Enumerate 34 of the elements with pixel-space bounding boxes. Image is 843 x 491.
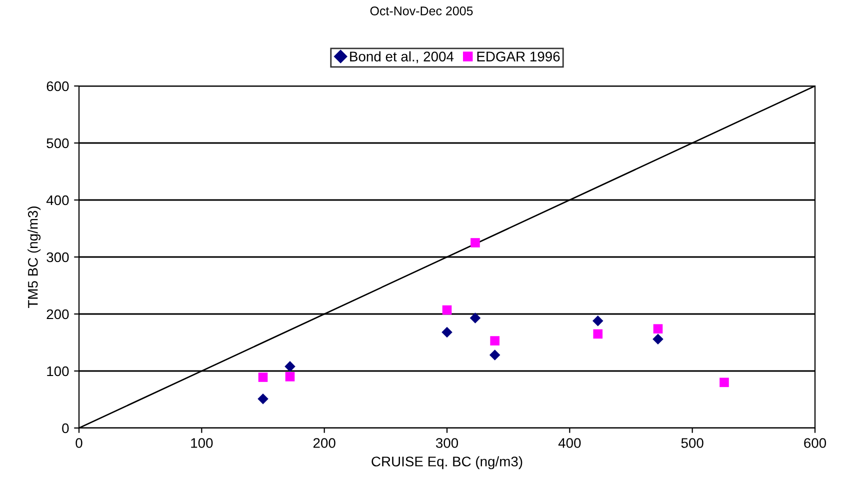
- point: [470, 312, 481, 324]
- point: [592, 315, 604, 326]
- point: [442, 326, 452, 338]
- point: [285, 372, 295, 382]
- y-axis-title: TM5 BC (ng/m3): [28, 206, 41, 308]
- point: [593, 329, 603, 339]
- point: [258, 372, 268, 382]
- point: [284, 361, 296, 372]
- y-tick-label: 300: [46, 252, 69, 262]
- y-tick-label: 600: [46, 81, 69, 92]
- x-tick-label: 300: [436, 438, 458, 448]
- point: [489, 350, 500, 360]
- chart-title: Oct-Nov-Dec 2005: [370, 6, 473, 16]
- x-tick-label: 500: [681, 438, 704, 448]
- x-tick-label: 200: [313, 438, 336, 448]
- y-tick-label: 200: [46, 309, 69, 320]
- legend-label: Bond et al., 2004: [350, 51, 454, 64]
- point: [653, 324, 663, 334]
- point: [470, 238, 480, 248]
- legend-label: EDGAR 1996: [477, 52, 560, 62]
- x-tick-label: 600: [804, 438, 826, 448]
- point: [652, 334, 664, 344]
- y-tick-label: 100: [47, 366, 69, 376]
- y-tick-label: 400: [46, 195, 69, 206]
- point: [442, 305, 452, 315]
- x-tick-label: 0: [76, 438, 82, 448]
- x-axis-title: CRUISE Eq. BC (ng/m3): [372, 456, 522, 470]
- point: [258, 394, 268, 404]
- y-tick-label: 0: [62, 423, 69, 434]
- point: [720, 378, 729, 388]
- x-tick-label: 100: [191, 438, 213, 448]
- point: [490, 336, 500, 346]
- y-tick-label: 500: [46, 138, 69, 148]
- x-tick-label: 400: [558, 438, 581, 448]
